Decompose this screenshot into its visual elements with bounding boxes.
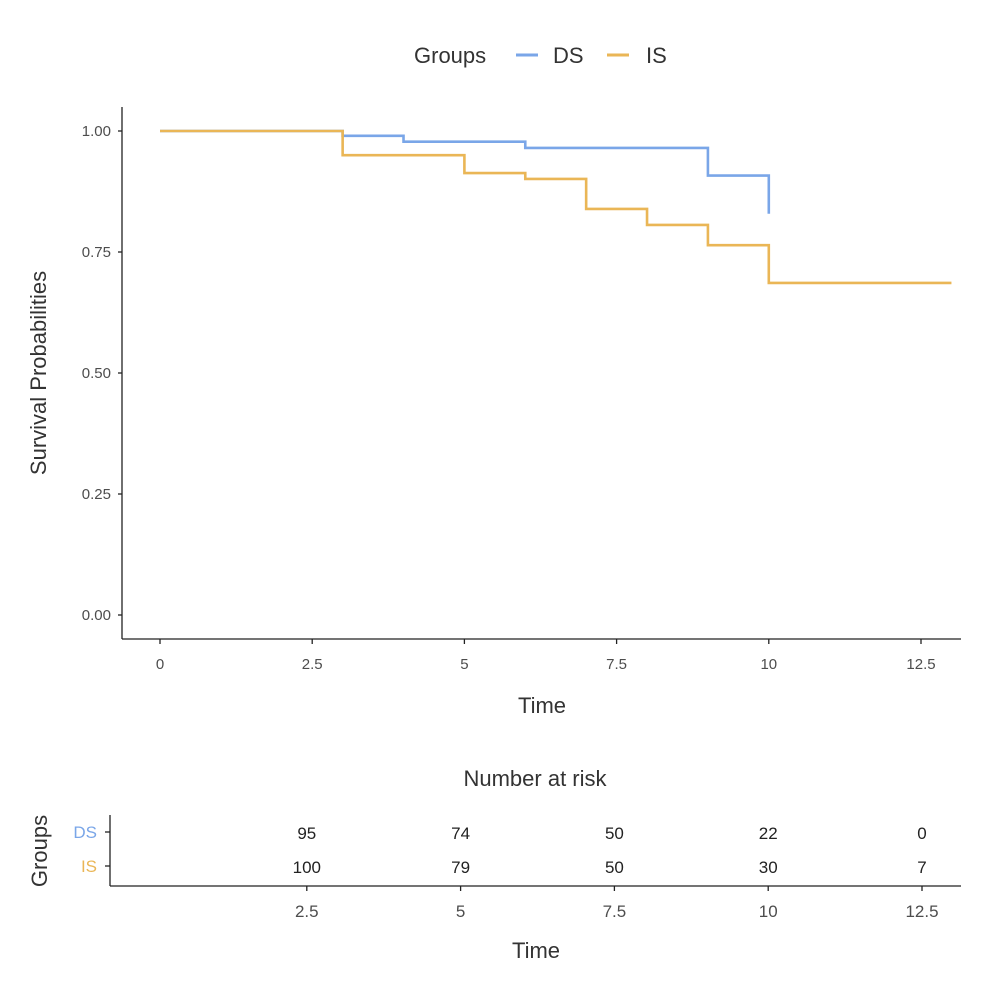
x-tick-label: 7.5 <box>606 656 627 673</box>
risk-table: Number at risk DS 95 74 50 22 0 IS 100 79 50 30 7 2… <box>27 766 961 963</box>
risk-value: 100 <box>293 858 321 877</box>
x-tick-label: 0 <box>156 656 164 673</box>
risk-x-tick-label: 10 <box>759 902 778 921</box>
x-tick-label: 2.5 <box>302 656 323 673</box>
risk-rows: DS 95 74 50 22 0 IS 100 79 50 30 7 <box>73 823 926 877</box>
risk-x-ticks: 2.5 5 7.5 10 12.5 <box>295 886 939 921</box>
main-plot: 0.00 0.25 0.50 0.75 1.00 0 2.5 5 7.5 10 12.5 Time… <box>26 107 961 718</box>
y-ticks: 0.00 0.25 0.50 0.75 1.00 <box>82 123 122 624</box>
y-tick-label: 0.75 <box>82 244 111 261</box>
y-tick-label: 0.00 <box>82 607 111 624</box>
risk-row-label-is: IS <box>81 857 97 876</box>
risk-value: 7 <box>917 858 926 877</box>
y-tick-label: 0.25 <box>82 486 111 503</box>
survival-curve-is <box>160 129 952 285</box>
risk-value: 95 <box>297 824 316 843</box>
legend: Groups DS IS <box>414 43 667 68</box>
risk-value: 22 <box>759 824 778 843</box>
risk-value: 0 <box>917 824 926 843</box>
survival-curves <box>160 129 952 285</box>
x-tick-label: 5 <box>460 656 468 673</box>
y-tick-label: 1.00 <box>82 123 111 140</box>
risk-row-label-ds: DS <box>73 823 97 842</box>
x-tick-label: 12.5 <box>906 656 935 673</box>
risk-value: 74 <box>451 824 470 843</box>
risk-y-axis-title: Groups <box>27 815 52 887</box>
risk-x-axis-title: Time <box>512 938 560 963</box>
y-tick-label: 0.50 <box>82 365 111 382</box>
risk-table-title: Number at risk <box>463 766 607 791</box>
risk-value: 50 <box>605 824 624 843</box>
x-tick-label: 10 <box>760 656 777 673</box>
legend-label-ds: DS <box>553 43 584 68</box>
risk-value: 79 <box>451 858 470 877</box>
y-axis-title: Survival Probabilities <box>26 271 51 475</box>
risk-x-tick-label: 12.5 <box>905 902 938 921</box>
risk-x-tick-label: 2.5 <box>295 902 319 921</box>
legend-label-is: IS <box>646 43 667 68</box>
risk-value: 50 <box>605 858 624 877</box>
legend-title: Groups <box>414 43 486 68</box>
risk-x-tick-label: 5 <box>456 902 465 921</box>
x-ticks: 0 2.5 5 7.5 10 12.5 <box>156 639 936 673</box>
risk-value: 30 <box>759 858 778 877</box>
risk-x-tick-label: 7.5 <box>603 902 627 921</box>
x-axis-title: Time <box>518 693 566 718</box>
